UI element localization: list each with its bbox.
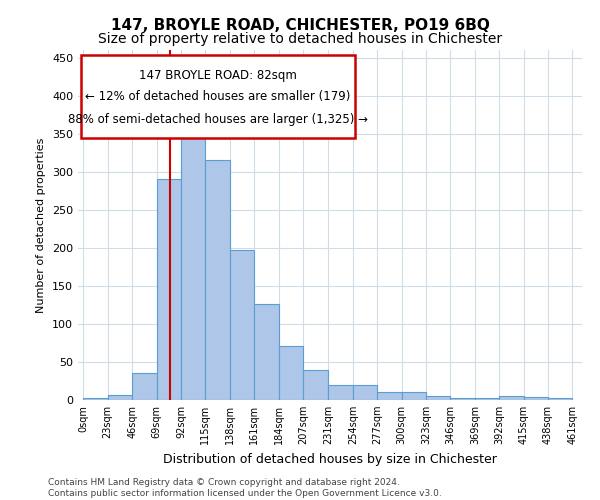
- Bar: [278, 346, 303, 400]
- Bar: [499, 396, 524, 400]
- Bar: [524, 397, 548, 400]
- Bar: [230, 250, 254, 400]
- Text: Size of property relative to detached houses in Chichester: Size of property relative to detached ho…: [98, 32, 502, 46]
- Bar: [548, 398, 572, 400]
- Bar: [475, 398, 499, 400]
- Bar: [132, 374, 157, 400]
- Y-axis label: Number of detached properties: Number of detached properties: [37, 138, 46, 312]
- X-axis label: Distribution of detached houses by size in Chichester: Distribution of detached houses by size …: [163, 452, 497, 466]
- Bar: [426, 396, 451, 400]
- Bar: [353, 385, 377, 400]
- Bar: [328, 385, 353, 400]
- FancyBboxPatch shape: [80, 56, 355, 138]
- Bar: [205, 160, 230, 400]
- Bar: [157, 180, 181, 400]
- Bar: [401, 392, 426, 400]
- Bar: [377, 392, 401, 400]
- Bar: [254, 304, 278, 400]
- Text: 147 BROYLE ROAD: 82sqm: 147 BROYLE ROAD: 82sqm: [139, 70, 297, 82]
- Bar: [303, 370, 328, 400]
- Text: ← 12% of detached houses are smaller (179): ← 12% of detached houses are smaller (17…: [85, 90, 350, 104]
- Bar: [108, 396, 132, 400]
- Text: Contains HM Land Registry data © Crown copyright and database right 2024.
Contai: Contains HM Land Registry data © Crown c…: [48, 478, 442, 498]
- Bar: [451, 398, 475, 400]
- Text: 147, BROYLE ROAD, CHICHESTER, PO19 6BQ: 147, BROYLE ROAD, CHICHESTER, PO19 6BQ: [110, 18, 490, 32]
- Bar: [181, 128, 205, 400]
- Bar: [83, 398, 108, 400]
- Text: 88% of semi-detached houses are larger (1,325) →: 88% of semi-detached houses are larger (…: [68, 113, 368, 126]
